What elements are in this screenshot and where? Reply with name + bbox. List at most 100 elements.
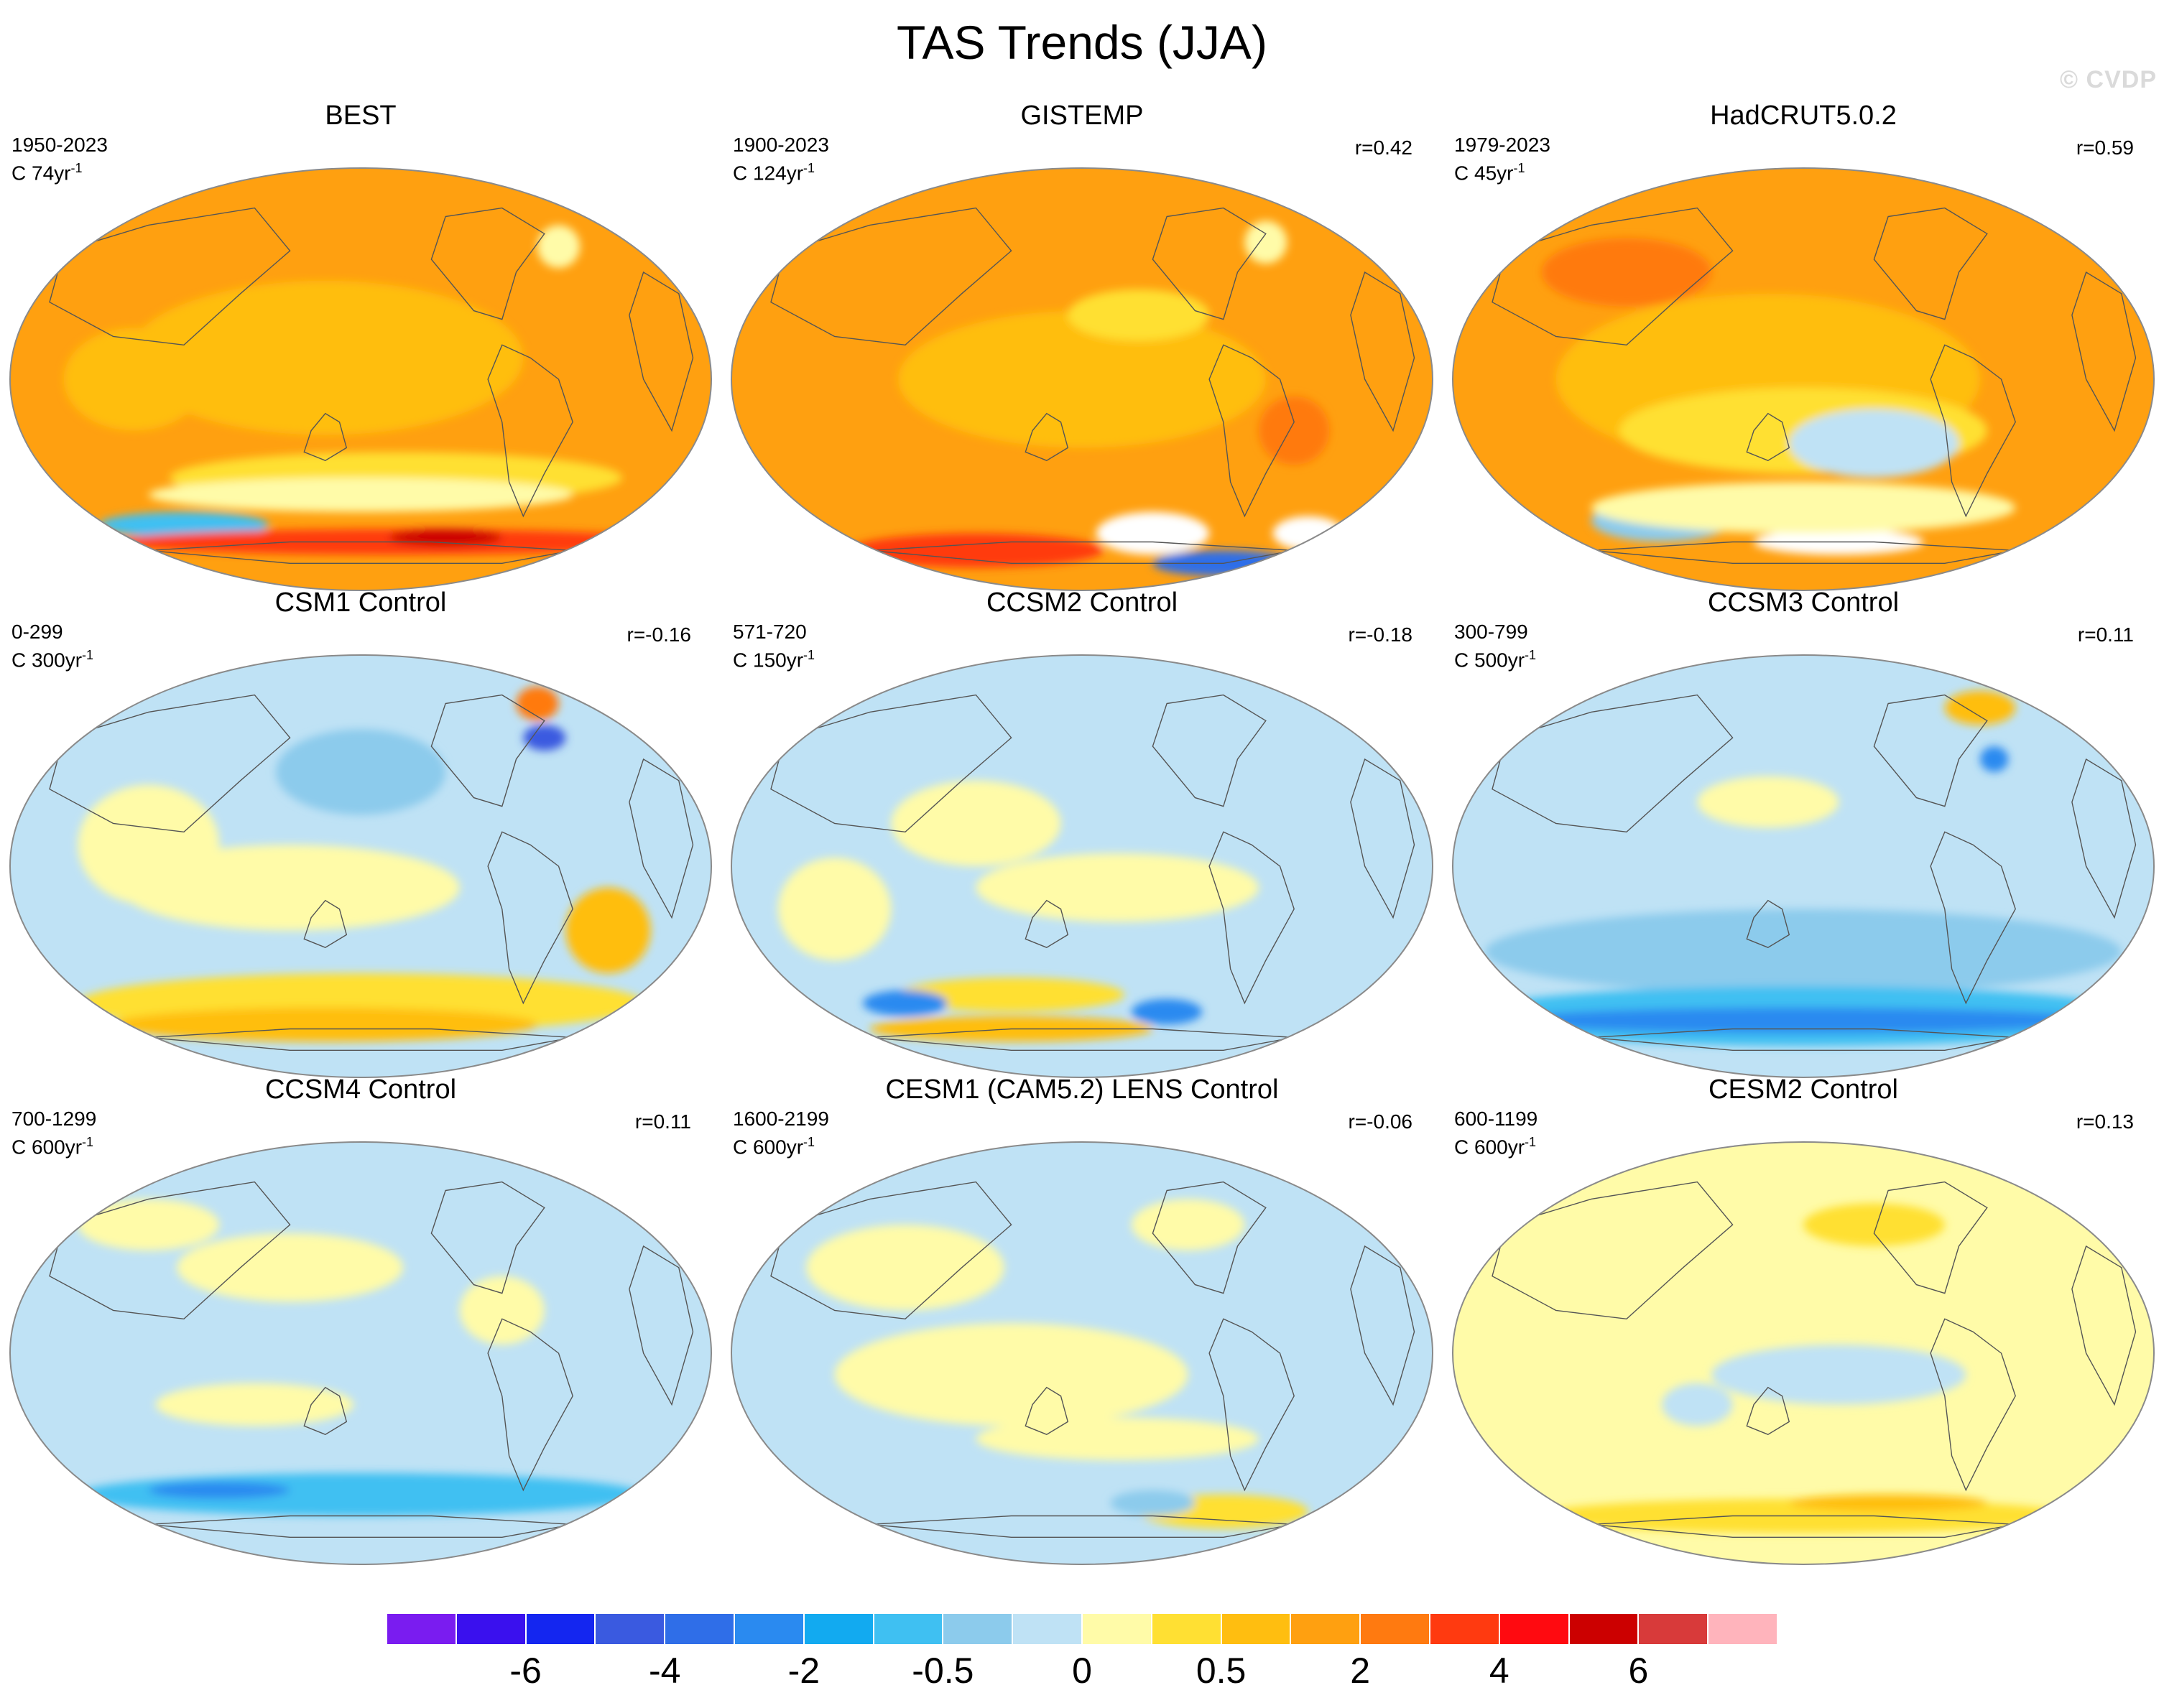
colorbar-swatch — [665, 1613, 734, 1645]
map-panel: CCSM4 Control 700-1299 C 600yr-1 r=0.11 — [0, 1073, 721, 1565]
map-border — [9, 167, 712, 591]
coastline — [629, 271, 694, 432]
panel-trend-length: C 600yr-1 — [1454, 1131, 1536, 1159]
panel-trend-length: C 124yr-1 — [733, 157, 815, 185]
panel-pattern-correlation: r=0.11 — [2077, 623, 2134, 646]
colorbar-swatch — [525, 1613, 596, 1645]
trend-anomaly-region — [275, 729, 446, 815]
colorbar-tick-label: 2 — [1350, 1651, 1371, 1691]
trend-anomaly-region — [537, 225, 581, 269]
trend-anomaly-region — [1944, 690, 2016, 725]
trend-anomaly-region — [862, 990, 948, 1016]
panel-title: CSM1 Control — [274, 588, 447, 618]
map-border — [1452, 167, 2155, 591]
trend-anomaly-region — [516, 686, 559, 721]
world-map — [9, 167, 712, 591]
coastline — [1208, 344, 1295, 518]
trend-anomaly-region — [389, 529, 502, 547]
coastline — [1025, 899, 1069, 948]
trend-anomaly-region — [148, 478, 573, 512]
trend-anomaly-region — [1259, 396, 1330, 465]
trend-anomaly-region — [1541, 238, 1712, 307]
trend-anomaly-region — [976, 853, 1259, 922]
trend-anomaly-region — [1980, 746, 2009, 772]
coastline — [1350, 1245, 1415, 1406]
colorbar-swatch — [1151, 1613, 1221, 1645]
panel-trend-length-exponent: -1 — [1525, 1135, 1537, 1149]
trend-anomaly-region — [177, 1233, 404, 1302]
trend-anomaly-region — [1662, 1383, 1733, 1426]
colorbar-swatch — [1499, 1613, 1569, 1645]
coastline — [1152, 694, 1267, 807]
trend-anomaly-region — [127, 280, 524, 435]
coastline — [430, 1181, 545, 1294]
world-map — [9, 1141, 712, 1565]
trend-anomaly-region — [1789, 1494, 1987, 1512]
trend-anomaly-region — [1591, 482, 2016, 534]
panel-trend-length: C 150yr-1 — [733, 644, 815, 672]
coastline — [1873, 1181, 1988, 1294]
panel-trend-length-exponent: -1 — [1525, 648, 1537, 662]
coastline — [1746, 899, 1790, 948]
colorbar-swatch — [1708, 1613, 1777, 1645]
panel-period: 0-299 — [11, 621, 63, 643]
panel-trend-length-exponent: -1 — [82, 648, 94, 662]
panel-period: 1950-2023 — [11, 134, 108, 156]
panel-pattern-correlation: r=0.59 — [2076, 136, 2134, 159]
trend-anomaly-region — [976, 1417, 1259, 1460]
panel-period: 1600-2199 — [733, 1108, 829, 1130]
panel-trend-length-text: C 45yr — [1454, 162, 1514, 185]
coastline — [770, 207, 1012, 346]
map-border — [731, 167, 1433, 591]
colorbar-swatch — [943, 1613, 1013, 1645]
coastline — [49, 694, 291, 833]
coastline — [1492, 207, 1734, 346]
trend-anomaly-region — [849, 533, 1104, 568]
trend-anomaly-region — [898, 310, 1266, 448]
panel-trend-length-exponent: -1 — [1513, 161, 1525, 175]
panel-pattern-correlation: r=0.11 — [634, 1110, 691, 1133]
colorbar-swatch — [803, 1613, 874, 1645]
colorbar — [387, 1613, 1777, 1645]
panel-trend-length-text: C 600yr — [1454, 1136, 1525, 1159]
panel-trend-length: C 600yr-1 — [733, 1131, 815, 1159]
map-panel: CCSM2 Control 571-720 C 150yr-1 r=-0.18 — [721, 586, 1443, 1078]
world-map — [1452, 1141, 2155, 1565]
coastline — [303, 899, 348, 948]
coastline — [1025, 412, 1069, 461]
colorbar-tick-label: -0.5 — [912, 1651, 974, 1691]
coastline — [1350, 271, 1415, 432]
colorbar-swatch — [1221, 1613, 1291, 1645]
trend-anomaly-region — [898, 977, 1125, 1012]
coastline — [430, 694, 545, 807]
figure-title: TAS Trends (JJA) — [897, 16, 1267, 69]
map-panel: GISTEMP 1900-2023 C 124yr-1 r=0.42 — [721, 99, 1443, 591]
panel-trend-length-text: C 600yr — [11, 1136, 83, 1159]
coastline — [303, 1386, 348, 1435]
map-border — [731, 654, 1433, 1078]
coastline — [770, 694, 1012, 833]
trend-anomaly-region — [1272, 516, 1344, 551]
coastline — [487, 1318, 573, 1492]
panel-period: 1900-2023 — [733, 134, 829, 156]
coastline — [1152, 1181, 1267, 1294]
trend-anomaly-region — [1506, 1007, 2101, 1034]
trend-anomaly-region — [1789, 409, 1959, 478]
coastline — [629, 1245, 694, 1406]
coastline — [1025, 1386, 1069, 1435]
panel-period: 1979-2023 — [1454, 134, 1550, 156]
colorbar-tick-label: -6 — [509, 1651, 542, 1691]
trend-anomaly-region — [1697, 776, 1839, 828]
panel-pattern-correlation: r=-0.16 — [626, 623, 692, 646]
world-map — [1452, 167, 2155, 591]
panel-trend-length: C 45yr-1 — [1454, 157, 1525, 185]
coastline — [770, 1181, 1012, 1320]
panel-pattern-correlation: r=-0.18 — [1348, 623, 1413, 646]
world-map — [731, 1141, 1433, 1565]
colorbar-swatch — [734, 1613, 804, 1645]
colorbar-tick-label: -2 — [787, 1651, 820, 1691]
panel-trend-length-exponent: -1 — [803, 1135, 815, 1149]
map-border — [9, 1141, 712, 1565]
colorbar-tick-label: 4 — [1489, 1651, 1509, 1691]
panel-period: 600-1199 — [1454, 1108, 1538, 1130]
